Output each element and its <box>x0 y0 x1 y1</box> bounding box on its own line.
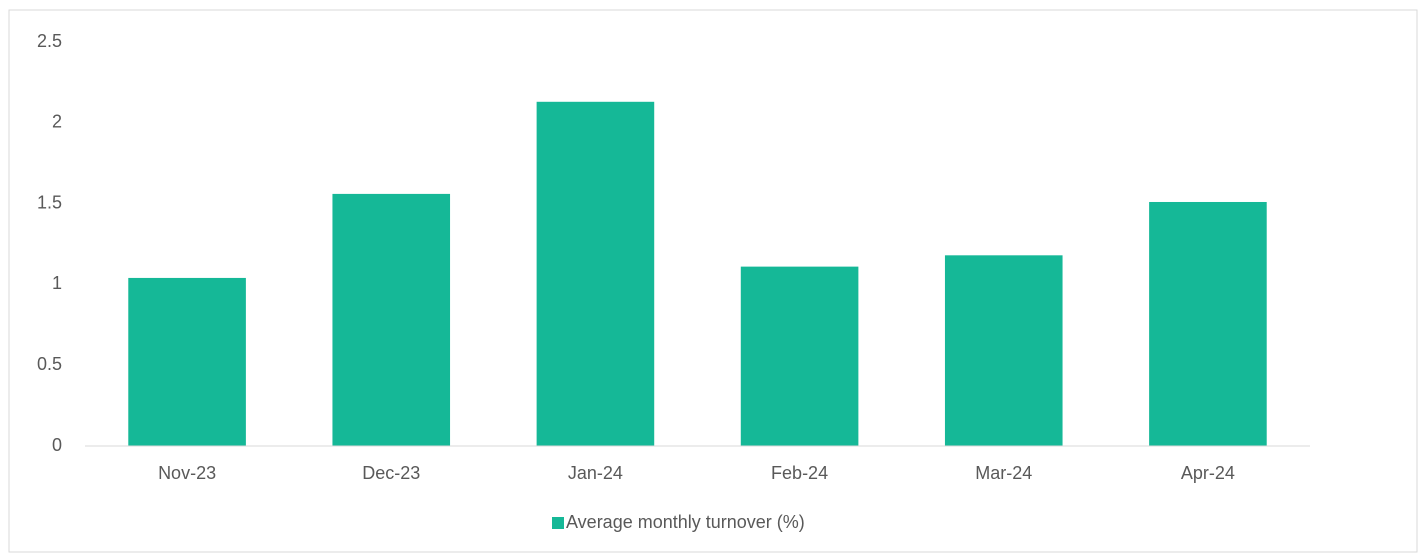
y-tick-label: 2.5 <box>37 31 62 51</box>
bar <box>536 101 655 447</box>
x-tick-label: Nov-23 <box>158 463 216 483</box>
bar <box>332 193 451 446</box>
legend-label: Average monthly turnover (%) <box>566 512 805 532</box>
bar <box>944 255 1063 446</box>
bar <box>740 266 859 446</box>
x-tick-label: Apr-24 <box>1181 463 1235 483</box>
legend-swatch <box>552 517 564 529</box>
y-tick-label: 0.5 <box>37 354 62 374</box>
bar <box>1149 201 1267 446</box>
y-tick-label: 2 <box>52 112 62 132</box>
y-tick-label: 0 <box>52 435 62 455</box>
y-tick-label: 1.5 <box>37 192 62 212</box>
y-tick-label: 1 <box>52 273 62 293</box>
x-tick-label: Dec-23 <box>362 463 420 483</box>
x-tick-label: Jan-24 <box>568 463 623 483</box>
x-tick-label: Mar-24 <box>975 463 1032 483</box>
bar <box>128 277 246 446</box>
x-tick-label: Feb-24 <box>771 463 828 483</box>
